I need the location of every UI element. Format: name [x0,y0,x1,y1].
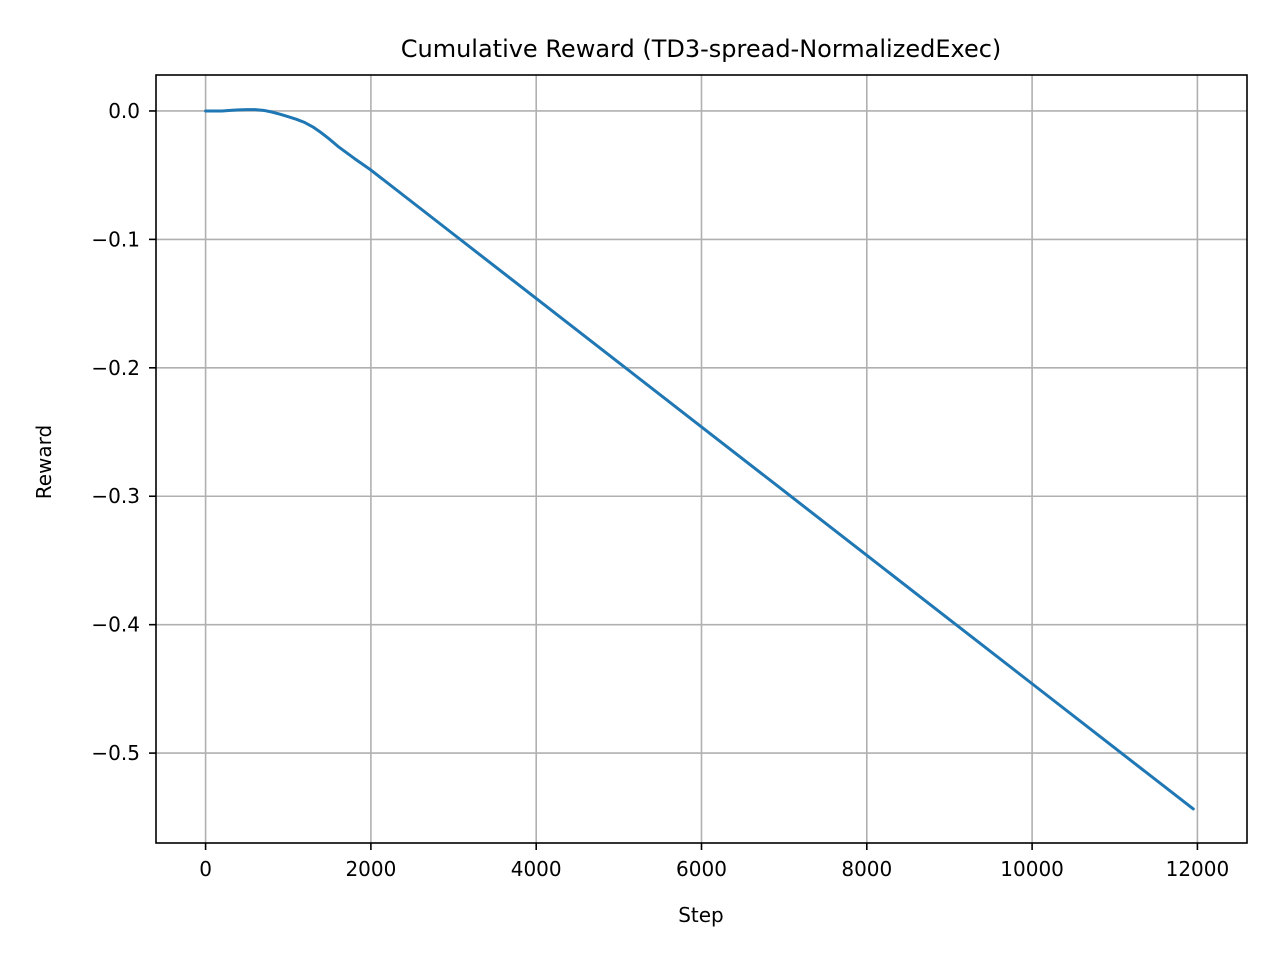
x-axis-label: Step [678,903,724,927]
x-tick-label: 8000 [841,857,892,881]
grid [156,75,1247,843]
y-tick-label: −0.4 [91,613,140,637]
y-axis-ticks: 0.0 −0.1 −0.2 −0.3 −0.4 −0.5 [91,99,156,765]
series-line [204,108,1195,811]
y-tick-label: −0.3 [91,484,140,508]
y-tick-label: −0.5 [91,741,140,765]
x-axis-ticks: 0 2000 4000 6000 8000 10000 12000 [199,843,1229,881]
y-tick-label: −0.1 [91,227,140,251]
x-tick-label: 10000 [1000,857,1064,881]
y-axis-label: Reward [32,425,56,499]
y-tick-label: −0.2 [91,356,140,380]
x-tick-label: 12000 [1166,857,1230,881]
series-layer [204,108,1195,811]
y-tick-label: 0.0 [108,99,140,123]
x-tick-label: 2000 [345,857,396,881]
chart-title: Cumulative Reward (TD3-spread-Normalized… [401,35,1002,63]
x-tick-label: 6000 [676,857,727,881]
x-tick-label: 0 [199,857,212,881]
x-tick-label: 4000 [511,857,562,881]
